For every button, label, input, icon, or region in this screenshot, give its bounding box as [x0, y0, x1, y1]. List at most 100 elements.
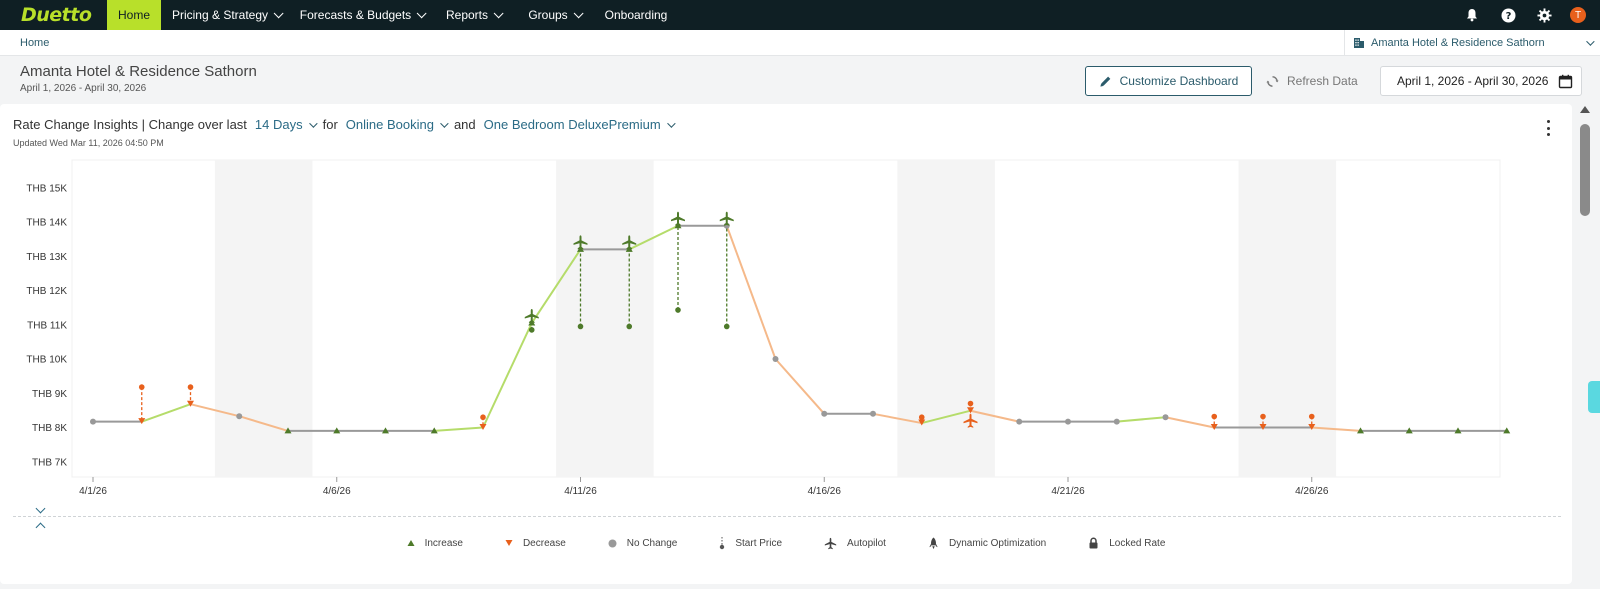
- hotel-selector-label: Amanta Hotel & Residence Sathorn: [1371, 37, 1545, 49]
- nav-item-forecasts-budgets[interactable]: Forecasts & Budgets: [291, 0, 432, 30]
- building-icon: [1354, 38, 1364, 48]
- pencil-icon: [1100, 76, 1110, 87]
- kebab-menu-icon[interactable]: [1544, 120, 1552, 136]
- increase-marker: [577, 245, 584, 252]
- x-tick-label: 4/11/26: [564, 486, 597, 497]
- legend-label: Start Price: [735, 537, 783, 549]
- customize-dashboard-button[interactable]: Customize Dashboard: [1085, 66, 1252, 96]
- room-type-dropdown[interactable]: One Bedroom DeluxePremium: [484, 117, 676, 132]
- bell-icon[interactable]: [1454, 0, 1490, 30]
- nav-item-pricing-strategy[interactable]: Pricing & Strategy: [161, 0, 291, 30]
- airplane-icon: [824, 537, 837, 550]
- lock-icon: [1088, 537, 1099, 549]
- nav-item-reports[interactable]: Reports: [432, 0, 514, 30]
- increase-marker: [1454, 427, 1462, 434]
- chevron-down-icon: [416, 7, 427, 18]
- start-price-dot: [187, 384, 194, 390]
- rate-segment: [774, 358, 825, 415]
- weekend-band: [556, 160, 654, 477]
- chevron-up-icon[interactable]: [35, 522, 46, 533]
- refresh-data-label: Refresh Data: [1287, 74, 1358, 88]
- increase-marker: [1405, 427, 1413, 434]
- no-change-marker: [1113, 418, 1120, 425]
- top-nav: Duetto Home Pricing & Strategy Forecasts &…: [0, 0, 1600, 30]
- weekend-band: [897, 160, 995, 477]
- rate-segment: [725, 225, 777, 360]
- legend-label: Locked Rate: [1109, 537, 1166, 549]
- airplane-icon: [573, 235, 588, 250]
- legend-item-decrease[interactable]: Decrease: [505, 538, 566, 549]
- start-price-dot: [1211, 413, 1218, 420]
- refresh-data-button[interactable]: Refresh Data: [1262, 66, 1382, 96]
- chart-legend: Increase Decrease No Change Start Price Auto…: [0, 536, 1572, 550]
- y-tick-label: THB 10K: [26, 355, 67, 366]
- page-title: Amanta Hotel & Residence Sathorn: [20, 63, 257, 80]
- legend-item-dynamic-optimization[interactable]: Dynamic Optimization: [928, 536, 1047, 550]
- rate-segment: [434, 426, 484, 432]
- rate-segment: [1311, 426, 1361, 432]
- rate-segment: [141, 403, 191, 423]
- airplane-icon: [622, 235, 637, 250]
- decrease-marker: [1308, 424, 1316, 430]
- legend-item-autopilot[interactable]: Autopilot: [824, 537, 886, 550]
- card-title: Rate Change Insights | Change over last …: [13, 117, 676, 132]
- chevron-down-icon: [493, 7, 504, 18]
- rocket-icon: [928, 536, 939, 550]
- chevron-down-icon[interactable]: [35, 503, 46, 514]
- nav-item-label: Pricing & Strategy: [171, 8, 269, 22]
- rate-change-insights-card: Rate Change Insights | Change over last …: [0, 104, 1572, 584]
- x-tick-label: 4/16/26: [808, 486, 842, 497]
- user-avatar[interactable]: T: [1570, 7, 1586, 23]
- y-tick-label: THB 7K: [32, 457, 67, 468]
- start-price-dot: [480, 414, 486, 421]
- decrease-marker: [479, 424, 487, 430]
- increase-marker: [382, 427, 389, 434]
- legend-divider: [13, 516, 1561, 517]
- nav-item-onboarding[interactable]: Onboarding: [594, 0, 678, 30]
- increase-marker: [333, 427, 341, 434]
- airplane-icon: [719, 211, 734, 226]
- svg-text:?: ?: [1505, 11, 1511, 22]
- legend-item-locked-rate[interactable]: Locked Rate: [1088, 537, 1165, 549]
- scroll-up-arrow[interactable]: [1580, 106, 1590, 113]
- side-panel-toggle[interactable]: [1588, 381, 1600, 413]
- rate-segment: [530, 248, 582, 324]
- legend-item-start-price[interactable]: Start Price: [719, 536, 782, 550]
- legend-item-increase[interactable]: Increase: [407, 538, 463, 549]
- help-icon[interactable]: ?: [1490, 0, 1526, 30]
- nav-item-label: Groups: [528, 8, 568, 22]
- legend-item-no-change[interactable]: No Change: [608, 538, 677, 549]
- gear-icon[interactable]: [1526, 0, 1562, 30]
- start-price-dot: [967, 400, 974, 407]
- increase-marker: [625, 245, 633, 252]
- days-dropdown[interactable]: 14 Days: [255, 117, 318, 132]
- start-price-dot: [626, 323, 633, 330]
- no-change-marker: [236, 413, 243, 420]
- nav-item-label: Reports: [445, 8, 489, 22]
- hotel-selector[interactable]: Amanta Hotel & Residence Sathorn: [1344, 30, 1600, 56]
- circle-icon: [608, 539, 617, 548]
- channel-dropdown[interactable]: Online Booking: [346, 117, 449, 132]
- airplane-icon: [524, 309, 539, 324]
- legend-label: Dynamic Optimization: [948, 537, 1047, 549]
- scrollbar-thumb[interactable]: [1580, 124, 1590, 216]
- decrease-marker: [967, 407, 974, 414]
- y-tick-label: THB 13K: [26, 252, 67, 263]
- no-change-marker: [821, 410, 828, 417]
- increase-marker: [284, 427, 292, 434]
- nav-item-groups[interactable]: Groups: [514, 0, 594, 30]
- nav-item-home[interactable]: Home: [107, 0, 161, 30]
- rate-segment: [872, 412, 922, 425]
- no-change-marker: [1016, 418, 1023, 425]
- start-price-dot: [1308, 413, 1315, 420]
- date-range-picker[interactable]: April 1, 2026 - April 30, 2026: [1380, 66, 1582, 96]
- x-tick-label: 4/26/26: [1295, 486, 1329, 497]
- y-tick-label: THB 14K: [26, 218, 67, 229]
- chevron-down-icon: [1586, 37, 1595, 46]
- decrease-marker: [187, 400, 194, 407]
- breadcrumb-home[interactable]: Home: [20, 37, 50, 49]
- no-change-marker: [772, 356, 779, 362]
- no-change-marker: [1065, 418, 1071, 425]
- decrease-marker: [1259, 424, 1267, 430]
- duetto-logo[interactable]: Duetto: [21, 4, 92, 26]
